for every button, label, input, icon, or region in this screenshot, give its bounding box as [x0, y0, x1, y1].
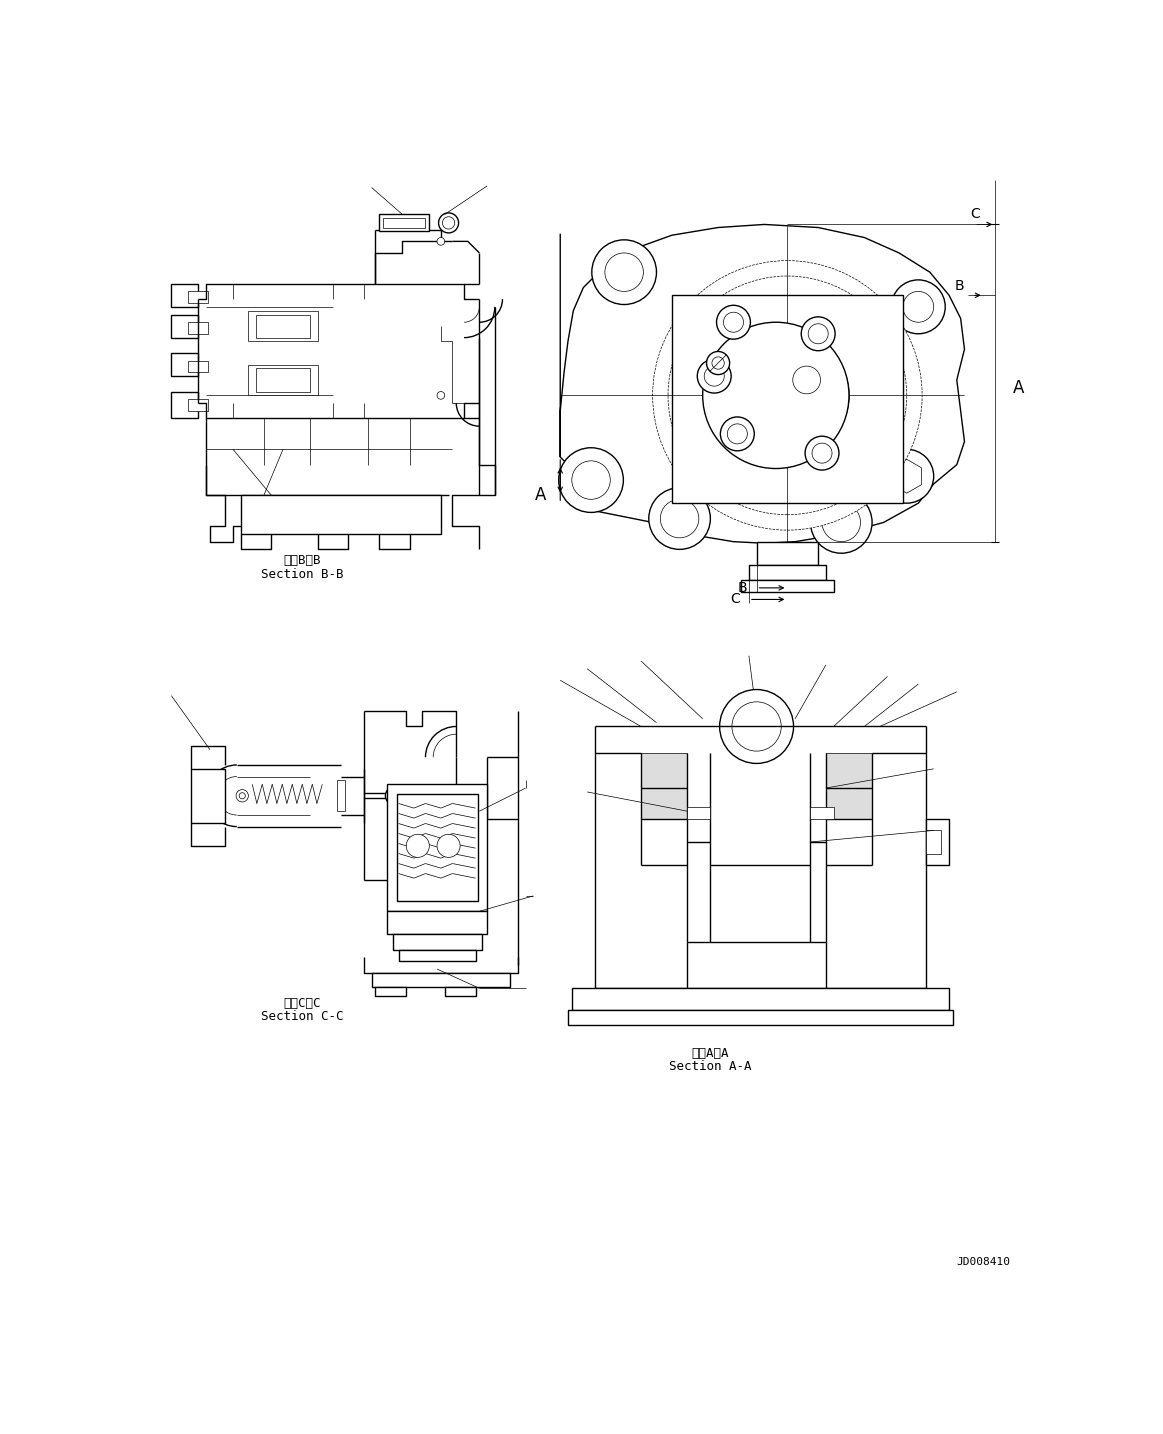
Bar [249, 364, 317, 396]
Text: A: A [1013, 379, 1025, 397]
Bar [672, 295, 902, 503]
Circle shape [726, 334, 849, 457]
Circle shape [720, 690, 793, 763]
Bar [568, 1010, 952, 1025]
Circle shape [720, 417, 755, 450]
Circle shape [236, 790, 249, 802]
Circle shape [879, 449, 934, 503]
Bar [372, 972, 511, 987]
Bar [249, 311, 317, 341]
Circle shape [649, 488, 711, 549]
Circle shape [698, 358, 732, 393]
Bar [383, 218, 426, 228]
Bar [191, 769, 226, 823]
Circle shape [437, 835, 461, 858]
Bar [641, 753, 687, 819]
Circle shape [902, 291, 934, 323]
Bar [171, 353, 199, 376]
Circle shape [808, 324, 828, 344]
Circle shape [745, 353, 829, 437]
Circle shape [822, 503, 861, 542]
Circle shape [652, 261, 922, 531]
Text: Section C-C: Section C-C [261, 1011, 343, 1024]
Bar [188, 323, 207, 334]
Text: 断面B－B: 断面B－B [284, 555, 321, 568]
Bar [337, 780, 344, 812]
Bar [379, 215, 429, 231]
Circle shape [727, 424, 748, 445]
Circle shape [442, 217, 455, 229]
Circle shape [385, 786, 404, 804]
Text: A: A [535, 486, 547, 505]
Bar [188, 361, 207, 373]
Circle shape [240, 793, 245, 799]
Circle shape [732, 701, 782, 751]
Bar [171, 284, 199, 307]
Bar [926, 830, 941, 853]
Bar [188, 399, 207, 410]
Circle shape [891, 280, 946, 334]
Bar [572, 988, 949, 1010]
Circle shape [661, 499, 699, 538]
Circle shape [712, 357, 725, 369]
Circle shape [811, 492, 872, 554]
Circle shape [702, 323, 849, 469]
Circle shape [605, 252, 643, 291]
Bar [926, 819, 949, 865]
Circle shape [805, 436, 839, 470]
Bar [444, 987, 476, 997]
Bar [188, 291, 207, 303]
Circle shape [723, 313, 743, 333]
Circle shape [716, 305, 750, 340]
Bar [393, 935, 481, 949]
Bar [757, 542, 819, 565]
Circle shape [705, 366, 725, 386]
Circle shape [437, 391, 444, 399]
Circle shape [558, 447, 623, 512]
Circle shape [592, 239, 656, 304]
Circle shape [572, 460, 611, 499]
Bar [241, 496, 441, 533]
Bar [171, 391, 199, 419]
Bar [749, 565, 826, 581]
Bar [256, 369, 311, 391]
Text: B: B [955, 280, 964, 293]
Bar [399, 949, 476, 961]
Text: C: C [970, 208, 980, 221]
Circle shape [793, 366, 820, 394]
Bar [387, 911, 487, 935]
Text: JD008410: JD008410 [957, 1256, 1011, 1266]
Bar [256, 314, 311, 337]
Text: Section B-B: Section B-B [261, 568, 343, 581]
Bar [811, 807, 834, 819]
Text: 断面C－C: 断面C－C [284, 997, 321, 1010]
Text: 断面A－A: 断面A－A [692, 1047, 729, 1060]
Bar [376, 987, 406, 997]
Circle shape [668, 275, 907, 515]
Circle shape [406, 835, 429, 858]
Circle shape [801, 317, 835, 351]
Circle shape [390, 790, 400, 802]
Bar [826, 753, 872, 819]
Bar [741, 581, 834, 592]
Circle shape [707, 351, 729, 374]
Text: C: C [730, 592, 740, 607]
Bar [387, 784, 487, 911]
Circle shape [812, 443, 832, 463]
Bar [397, 794, 478, 901]
Text: Section A-A: Section A-A [669, 1060, 751, 1073]
Circle shape [438, 212, 458, 232]
Circle shape [761, 369, 814, 423]
Circle shape [437, 238, 444, 245]
Bar [171, 314, 199, 337]
Text: B: B [737, 581, 748, 595]
Bar [687, 807, 711, 819]
